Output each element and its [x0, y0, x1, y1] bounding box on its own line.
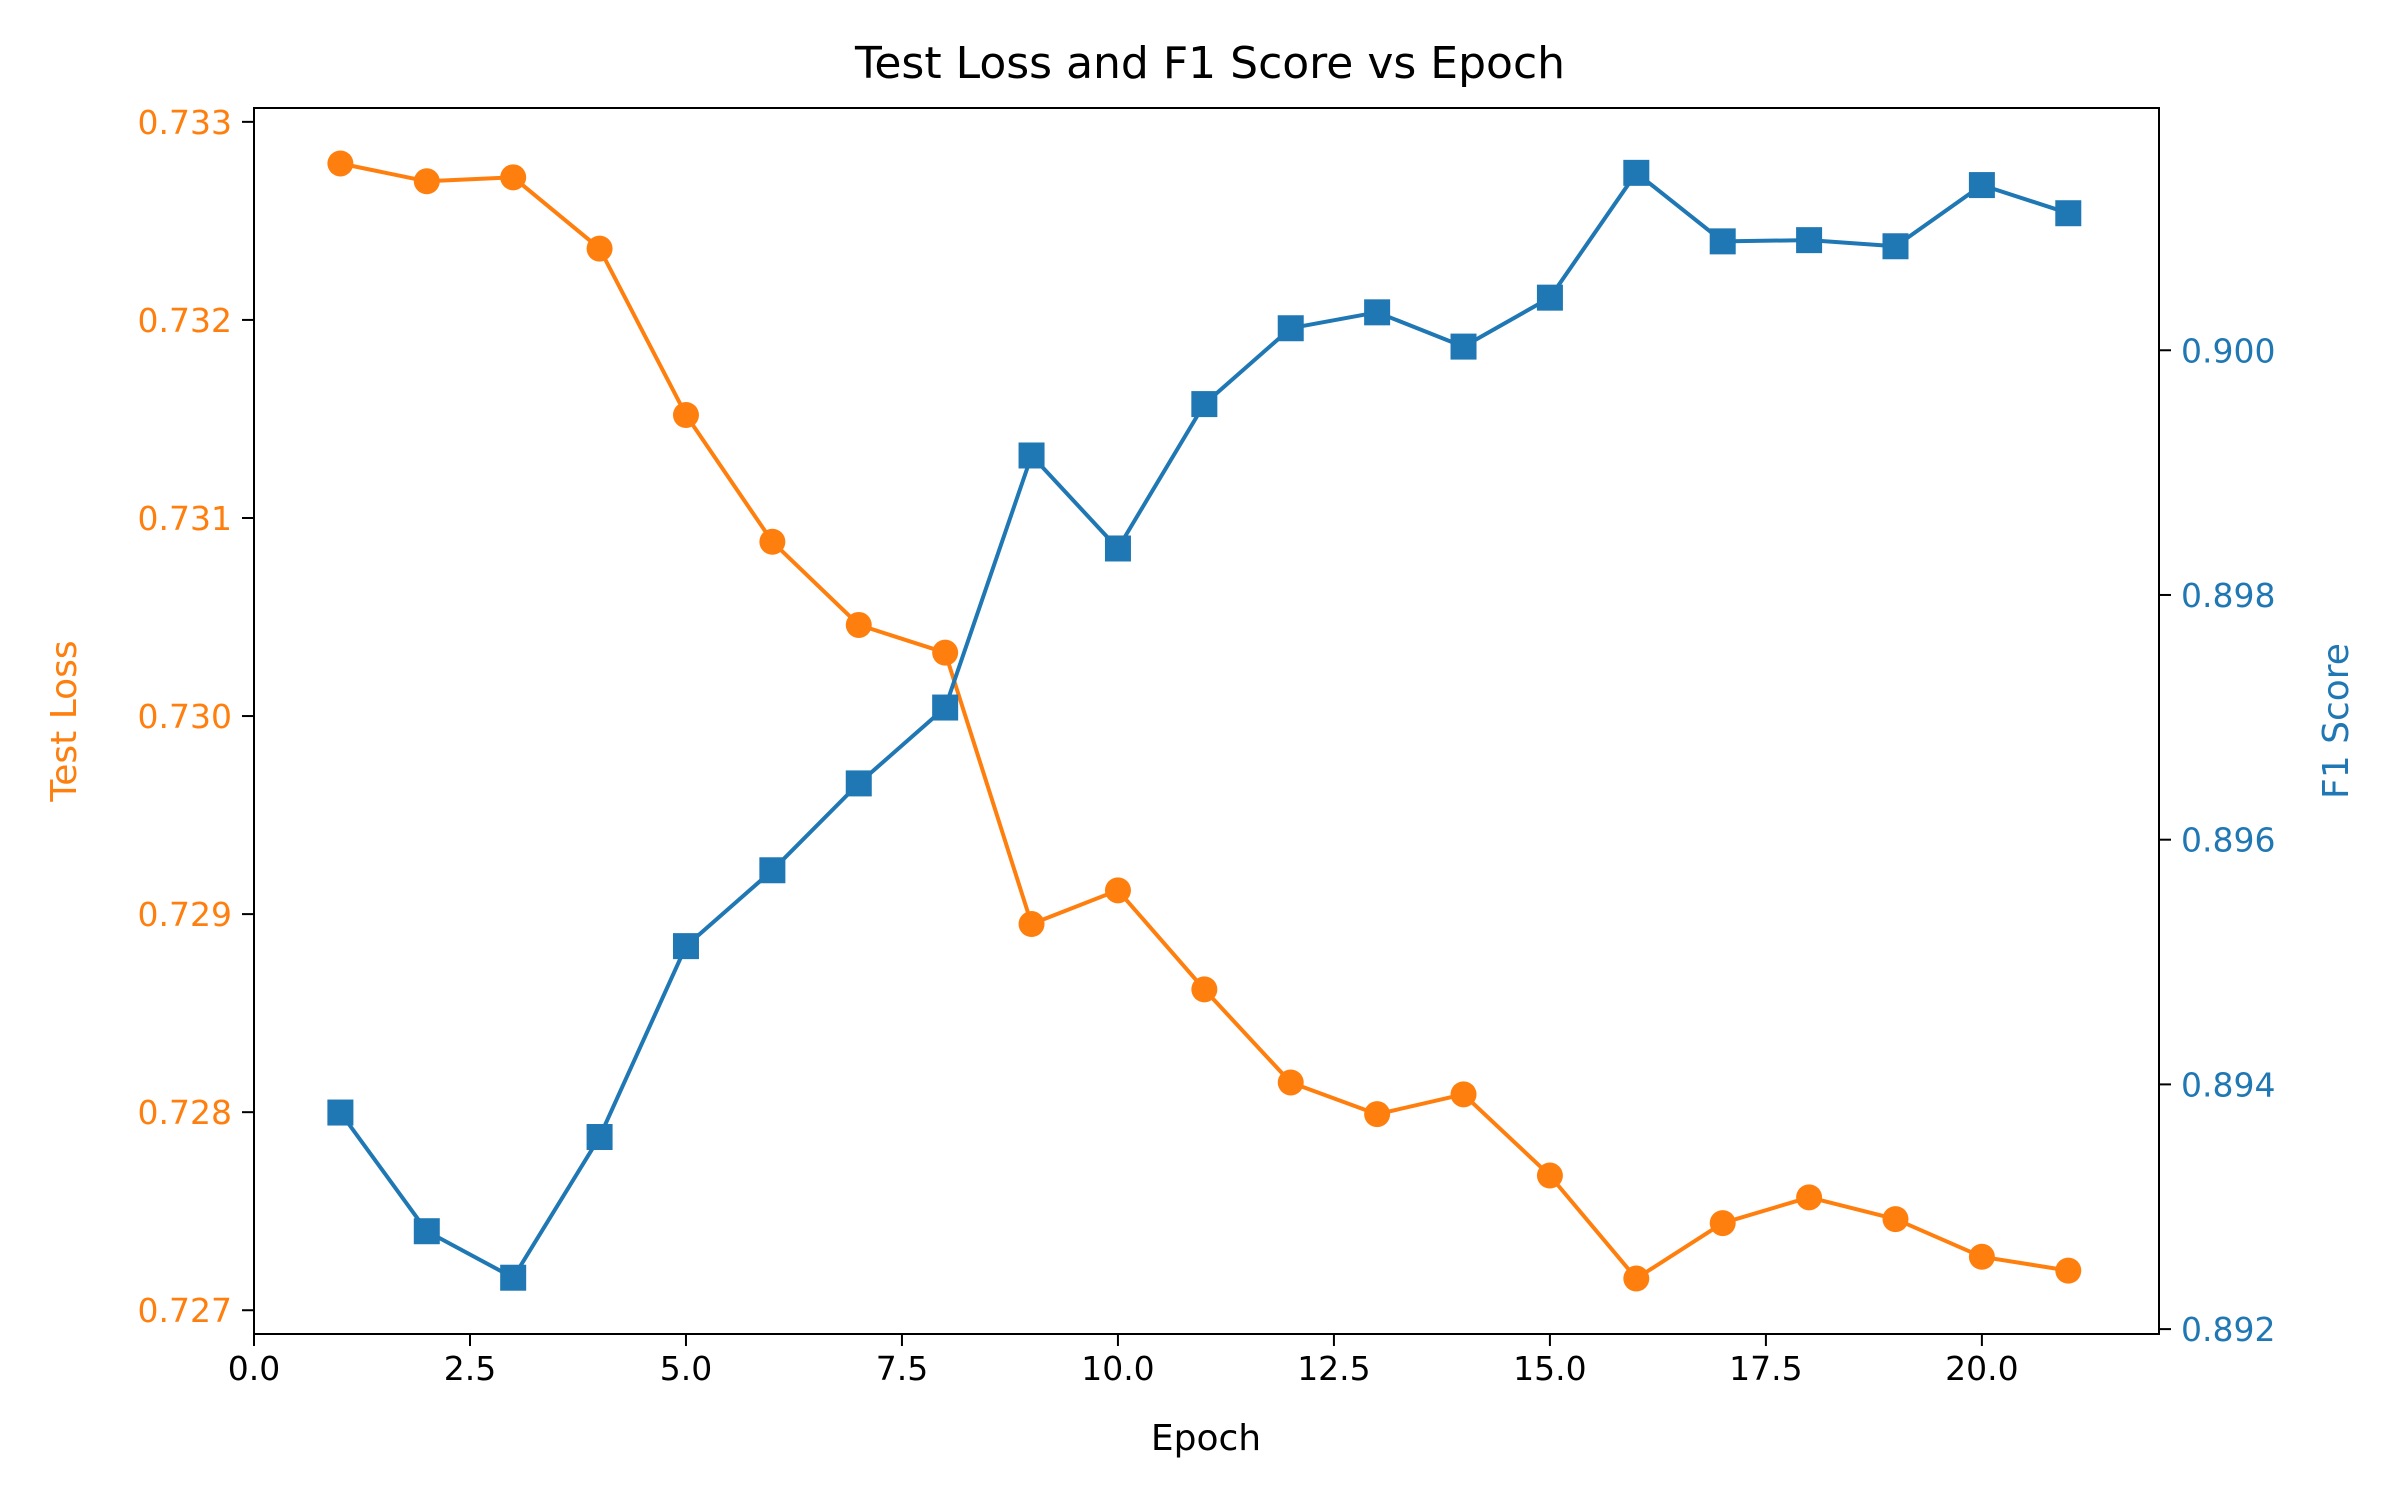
y-left-tick-label: 0.729: [138, 895, 232, 934]
x-axis: 0.0 2.5 5.0 7.5 10.0 12.5 15.0 17.5 20.0: [228, 1334, 2019, 1388]
y-left-tick-label: 0.731: [138, 499, 232, 538]
f1-score-point: [413, 1218, 440, 1245]
x-tick-label: 20.0: [1945, 1349, 2018, 1388]
x-tick-label: 17.5: [1729, 1349, 1802, 1388]
f1-score-point: [1277, 315, 1304, 342]
y-right-tick-label: 0.898: [2181, 576, 2275, 615]
f1-score-point: [1018, 442, 1045, 469]
f1-score-point: [1536, 284, 1563, 311]
test-loss-point: [500, 164, 527, 191]
y-axis-right-title: F1 Score: [2316, 643, 2357, 799]
test-loss-point: [327, 150, 354, 177]
test-loss-point: [1882, 1206, 1909, 1233]
test-loss-point: [1796, 1184, 1823, 1211]
test-loss-point: [1277, 1069, 1304, 1096]
x-tick-label: 10.0: [1081, 1349, 1154, 1388]
chart-title: Test Loss and F1 Score vs Epoch: [854, 38, 1565, 89]
plot-frame: [253, 107, 2160, 1335]
f1-score-point: [1968, 172, 1995, 199]
test-loss-point: [845, 611, 872, 638]
y-axis-left: 0.727 0.728 0.729 0.730 0.731 0.732 0.733: [138, 103, 254, 1330]
x-tick-label: 12.5: [1297, 1349, 1370, 1388]
f1-score-point: [500, 1264, 527, 1291]
y-left-tick-label: 0.732: [138, 301, 232, 340]
test-loss-point: [932, 639, 959, 666]
test-loss-point: [1364, 1101, 1391, 1128]
f1-score-point: [845, 770, 872, 797]
f1-score-point: [1623, 159, 1650, 186]
f1-score-point: [1882, 233, 1909, 260]
test-loss-point: [1018, 911, 1045, 938]
test-loss-point: [672, 401, 699, 428]
f1-score-point: [1364, 299, 1391, 326]
test-loss-point: [759, 528, 786, 555]
y-right-tick-label: 0.900: [2181, 331, 2275, 370]
f1-score-point: [327, 1099, 354, 1126]
y-left-tick-label: 0.733: [138, 103, 232, 142]
x-tick-label: 5.0: [660, 1349, 712, 1388]
test-loss-point: [1450, 1081, 1477, 1108]
test-loss-point: [1536, 1162, 1563, 1189]
x-axis-title: Epoch: [1151, 1418, 1261, 1459]
test-loss-point: [1623, 1265, 1650, 1292]
y-left-tick-label: 0.730: [138, 697, 232, 736]
f1-score-point: [932, 694, 959, 721]
x-tick-label: 7.5: [876, 1349, 928, 1388]
f1-score-point: [1796, 227, 1823, 254]
y-axis-right: 0.892 0.894 0.896 0.898 0.900: [2159, 331, 2275, 1349]
y-right-tick-label: 0.896: [2181, 821, 2275, 860]
y-left-tick-label: 0.728: [138, 1093, 232, 1132]
test-loss-point: [586, 235, 613, 262]
test-loss-point: [1191, 976, 1218, 1003]
f1-score-point: [1450, 333, 1477, 360]
y-right-tick-label: 0.892: [2181, 1310, 2275, 1349]
f1-score-point: [2055, 200, 2082, 227]
test-loss-point: [2055, 1257, 2082, 1284]
f1-score-point: [672, 933, 699, 960]
x-tick-label: 15.0: [1513, 1349, 1586, 1388]
test-loss-point: [1968, 1243, 1995, 1270]
f1-score-point: [1709, 228, 1736, 255]
f1-score-point: [1104, 535, 1131, 562]
x-tick-label: 0.0: [228, 1349, 280, 1388]
test-loss-point: [1709, 1210, 1736, 1237]
y-axis-left-title: Test Loss: [44, 640, 85, 802]
x-tick-label: 2.5: [444, 1349, 496, 1388]
test-loss-point: [413, 168, 440, 195]
y-left-tick-label: 0.727: [138, 1291, 232, 1330]
series-layer: [327, 150, 2082, 1292]
test-loss-point: [1104, 877, 1131, 904]
y-right-tick-label: 0.894: [2181, 1065, 2275, 1104]
f1-score-point: [586, 1124, 613, 1151]
f1-score-point: [759, 857, 786, 884]
f1-score-point: [1191, 391, 1218, 418]
